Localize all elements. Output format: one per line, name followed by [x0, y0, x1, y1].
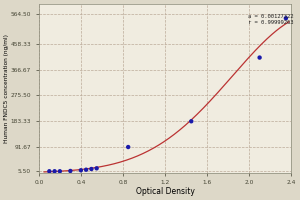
Point — [189, 120, 194, 123]
Point — [57, 170, 62, 173]
Point — [68, 169, 73, 173]
Y-axis label: Human FNDC5 concentration (ng/ml): Human FNDC5 concentration (ng/ml) — [4, 34, 9, 143]
Text: a = 0.00127322
r = 0.99999263: a = 0.00127322 r = 0.99999263 — [248, 14, 294, 25]
Point — [47, 170, 52, 173]
Point — [52, 170, 57, 173]
Point — [126, 145, 130, 149]
X-axis label: Optical Density: Optical Density — [136, 187, 194, 196]
Point — [84, 168, 88, 171]
Point — [79, 169, 83, 172]
Point — [257, 56, 262, 59]
Point — [94, 167, 99, 170]
Point — [89, 167, 94, 171]
Point — [284, 17, 288, 20]
